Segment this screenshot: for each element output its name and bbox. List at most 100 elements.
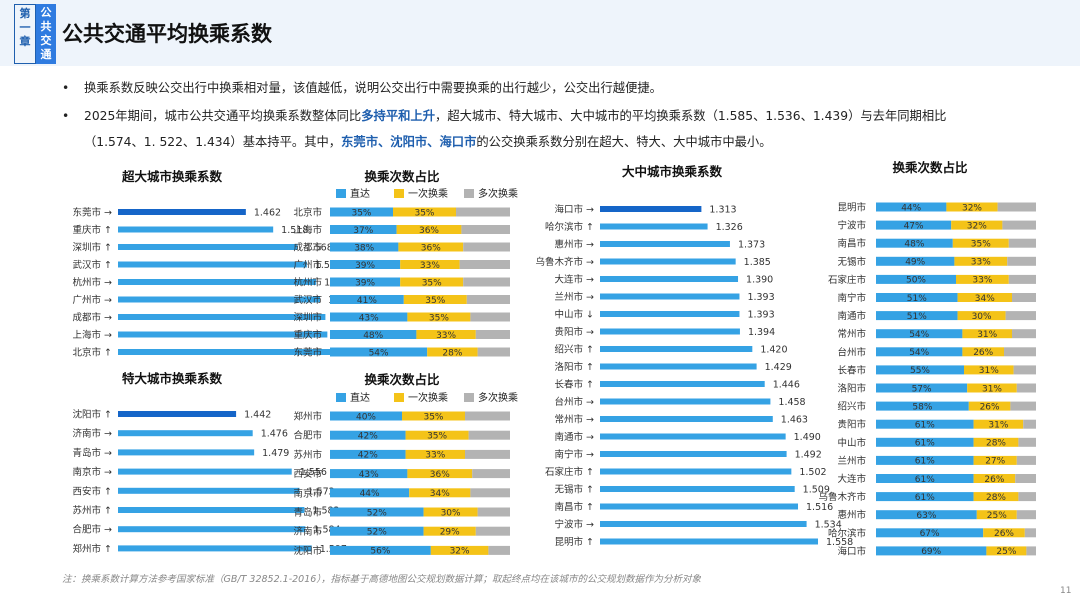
mid-coef-value-label: 1.446 <box>773 380 800 391</box>
mid-share-segment-multi <box>1008 238 1036 248</box>
mid-share-segment-direct <box>876 311 958 321</box>
mid-share-segment-label: 61% <box>915 475 935 485</box>
mid-coef-value-label: 1.326 <box>716 222 743 233</box>
mega-share-category-label: 东莞市 <box>293 347 322 359</box>
mega-coef-value-label: 1.587 <box>315 260 342 271</box>
large-share-segment-label: 52% <box>367 528 387 538</box>
mid-coef-category-label: 南宁市 → <box>555 449 595 461</box>
mid-coef-bar <box>600 258 736 265</box>
bullet-2-highlight: 多持平和上升 <box>361 109 436 123</box>
large-coef-title: 特大城市换乘系数 <box>122 371 223 386</box>
mega-share-segment-label: 43% <box>359 313 379 323</box>
mega-share-segment-label: 33% <box>436 331 456 341</box>
mega-share-segment-direct <box>330 207 393 217</box>
mega-share-category-label: 成都市 <box>293 242 322 254</box>
mega-share-segment-label: 39% <box>355 261 375 271</box>
mid-share-segment-label: 26% <box>980 402 1000 412</box>
mega-share-segment-direct <box>330 347 428 357</box>
mid-share-segment-label: 48% <box>904 240 924 250</box>
mid-share-segment-label: 26% <box>973 348 993 358</box>
mid-share-segment-label: 67% <box>920 529 940 539</box>
mega-share-segment-label: 35% <box>422 278 442 288</box>
mega-share-category-label: 深圳市 <box>293 312 322 324</box>
mega-share-segment-label: 38% <box>354 243 374 253</box>
mid-share-segment-multi <box>1018 437 1036 447</box>
large-share-segment-label: 56% <box>370 547 390 557</box>
mega-share-segment-multi <box>456 207 510 217</box>
mega-share-segment-label: 36% <box>421 243 441 253</box>
mid-share-segment-label: 31% <box>982 384 1002 394</box>
mid-share-segment-label: 27% <box>985 457 1005 467</box>
mid-coef-title: 大中城市换乘系数 <box>622 164 723 179</box>
mega-share-segment-label: 28% <box>442 348 462 358</box>
mid-share-segment-once <box>983 528 1025 538</box>
large-share-segment-label: 29% <box>440 528 460 538</box>
mid-share-category-label: 南通市 <box>837 310 866 322</box>
mid-share-segment-label: 26% <box>984 475 1004 485</box>
mid-coef-bar <box>600 538 819 545</box>
mid-coef-value-label: 1.490 <box>794 432 821 443</box>
mega-coef-bar <box>118 349 340 355</box>
mega-share-segment-multi <box>477 347 510 357</box>
mega-share-legend-label: 直达 <box>350 187 370 200</box>
mega-share-segment-once <box>396 225 462 234</box>
mega-share-legend-swatch <box>336 189 346 198</box>
mid-share-segment-once <box>956 274 1009 284</box>
large-coef-bar <box>118 430 253 437</box>
large-share-category-label: 郑州市 <box>293 411 322 423</box>
mega-coef-category-label: 重庆市 ↑ <box>73 224 112 236</box>
mid-share-segment-multi <box>1013 365 1036 375</box>
mid-coef-value-label: 1.516 <box>806 502 833 513</box>
mid-share-segment-label: 32% <box>967 221 987 231</box>
mega-coef-bar <box>118 261 307 268</box>
mid-coef-value-label: 1.394 <box>748 327 775 338</box>
bullet-3-pre: （1.574、1. 522、1.434）基本持平。其中， <box>84 135 342 149</box>
mid-share-segment-label: 61% <box>915 457 935 467</box>
mid-share-segment-direct <box>876 293 958 302</box>
mid-share-segment-direct <box>876 329 963 339</box>
mid-coef-bar <box>600 398 771 405</box>
large-share-segment-label: 52% <box>367 508 387 518</box>
mid-share-segment-once <box>957 311 1006 321</box>
mid-share-segment-multi <box>997 202 1036 212</box>
large-coef-category-label: 沈阳市 ↑ <box>73 409 112 421</box>
mid-coef-bar <box>600 293 740 300</box>
mid-share-segment-direct <box>876 383 968 393</box>
mid-share-category-label: 台州市 <box>837 346 866 358</box>
mid-share-category-label: 洛阳市 <box>837 383 866 395</box>
mega-share-segment-multi <box>466 295 510 304</box>
large-share-title: 换乘次数占比 <box>364 372 440 387</box>
mid-coef-category-label: 海口市 → <box>555 204 595 216</box>
mega-share-segment-label: 54% <box>369 348 389 358</box>
mid-coef-value-label: 1.390 <box>746 275 773 286</box>
mid-share-category-label: 长春市 <box>837 364 866 376</box>
mid-share-segment-label: 33% <box>971 258 991 268</box>
mega-share-segment-once <box>400 277 464 287</box>
large-coef-value-label: 1.476 <box>261 429 288 440</box>
large-coef-value-label: 1.479 <box>262 448 289 459</box>
large-share-segment-multi <box>465 449 510 459</box>
mega-share-segment-multi <box>461 225 510 234</box>
mid-share-category-label: 贵阳市 <box>837 419 866 431</box>
large-coef-category-label: 济南市 → <box>73 428 113 440</box>
mid-coef-category-label: 昆明市 ↑ <box>555 536 594 548</box>
mega-coef-bar <box>118 331 328 338</box>
mid-coef-category-label: 无锡市 ↑ <box>555 484 594 496</box>
large-share-segment-label: 30% <box>441 508 461 518</box>
mega-share-category-label: 武汉市 <box>293 294 322 306</box>
mid-share-segment-multi <box>1005 311 1036 321</box>
mega-share-category-label: 广州市 <box>293 259 322 271</box>
mid-coef-category-label: 南昌市 ↑ <box>555 501 594 513</box>
mega-share-segment-multi <box>459 260 510 269</box>
large-share-segment-once <box>430 545 489 555</box>
mid-share-category-label: 昆明市 <box>837 202 866 214</box>
mid-coef-value-label: 1.385 <box>744 257 771 268</box>
large-share-segment-label: 36% <box>430 470 450 480</box>
mid-share-segment-label: 49% <box>905 258 925 268</box>
mid-share-segment-once <box>976 510 1017 520</box>
mega-share-segment-label: 41% <box>357 296 377 306</box>
large-coef-value-label: 1.582 <box>312 506 339 517</box>
mid-share-segment-label: 51% <box>907 312 927 322</box>
mid-share-segment-direct <box>876 455 974 465</box>
mega-coef-value-label: 1.462 <box>254 208 281 219</box>
